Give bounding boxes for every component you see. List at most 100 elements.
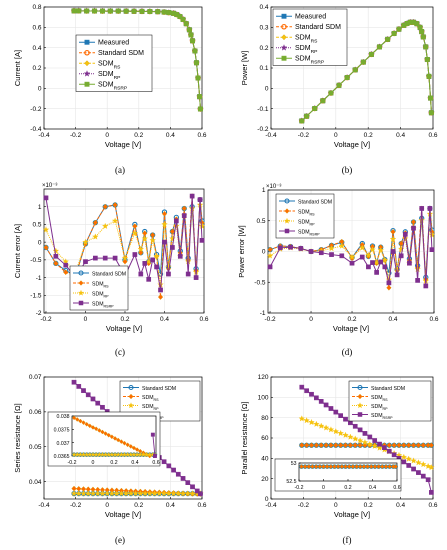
- chart-panel-2: -0.4 -0.2 0 0.2 0.4 0.6-0.2-0.100.10.20.30.4V…: [240, 4, 438, 175]
- legend-marker: [284, 208, 290, 214]
- y-tick-label: -0.1: [257, 106, 269, 113]
- legend-marker: [283, 217, 291, 224]
- data-point: [362, 431, 368, 436]
- inset-line: [152, 434, 156, 457]
- legend-label: SDMRSRP: [371, 413, 393, 420]
- data-point: [188, 205, 196, 212]
- series-4: [43, 193, 205, 293]
- data-point: [347, 433, 354, 440]
- y-tick-label: 0: [38, 86, 42, 93]
- data-point: [267, 246, 273, 253]
- data-point: [333, 442, 339, 449]
- data-point: [318, 399, 324, 404]
- data-point: [308, 249, 314, 254]
- y-tick-label: 53: [291, 461, 297, 467]
- x-tick-label: 0: [309, 316, 313, 323]
- data-point: [428, 95, 434, 101]
- data-point: [92, 8, 98, 14]
- data-point: [197, 94, 203, 100]
- x-tick-label: 0.2: [364, 502, 373, 509]
- x-tick-label: -0.4: [38, 132, 50, 139]
- data-point: [157, 294, 164, 300]
- inset-point: [116, 437, 121, 443]
- data-point: [304, 442, 310, 449]
- data-point: [71, 379, 77, 385]
- chart-panel-4: -0.2 0 0.2 0.4 0.6 -1 -0.5 0 0.5 1 Voltage [V] Powe…: [237, 184, 439, 357]
- data-point: [418, 216, 425, 223]
- y-multiplier: ×10⁻³: [266, 184, 281, 190]
- data-point: [415, 278, 420, 283]
- y-tick-label: 0.2: [32, 65, 41, 72]
- data-point: [288, 244, 293, 250]
- data-point: [93, 255, 98, 261]
- inset-point: [106, 432, 111, 438]
- data-point: [277, 245, 283, 251]
- legend-label: Standard SDM: [92, 271, 126, 277]
- data-point: [71, 8, 77, 14]
- series-3: [298, 415, 435, 471]
- y-tick-label: 0.05: [29, 444, 42, 451]
- x-tick-label: 0.4: [388, 316, 397, 323]
- x-tick-label: 0.2: [364, 132, 373, 139]
- y-axis-title: Parallel resistance [Ω]: [240, 401, 249, 474]
- x-tick-label: -0.4: [265, 132, 277, 139]
- x-axis-title: Voltage [V]: [333, 324, 369, 333]
- data-point: [309, 391, 314, 397]
- data-point: [385, 36, 391, 42]
- data-point: [401, 459, 407, 465]
- legend-label: SDMRS: [295, 35, 318, 45]
- y-tick-label: 0: [38, 239, 42, 246]
- data-point: [197, 197, 203, 202]
- y-tick-label: -1.5: [30, 292, 42, 299]
- data-point: [166, 271, 171, 277]
- y-tick-label: 120: [258, 374, 269, 381]
- data-point: [298, 246, 304, 251]
- data-point: [381, 256, 389, 263]
- data-point: [92, 219, 98, 226]
- legend-label: SDMRSRP: [295, 56, 324, 66]
- data-point: [378, 259, 384, 265]
- x-tick-label: 0: [105, 132, 109, 139]
- data-point: [420, 473, 426, 479]
- x-tick-label: -0.4: [38, 502, 50, 509]
- data-point: [415, 459, 422, 466]
- data-point: [131, 229, 139, 236]
- data-point: [371, 442, 378, 449]
- x-tick-label: 0.2: [348, 316, 357, 323]
- data-point: [161, 9, 167, 15]
- data-point: [298, 415, 305, 422]
- y-tick-label: 0.5: [32, 222, 41, 229]
- legend-label: SDMRSRP: [298, 229, 320, 236]
- y-tick-label: -1: [260, 310, 266, 317]
- y-tick-label: 0.037: [57, 441, 70, 447]
- inset-point: [383, 464, 389, 469]
- inset-point: [328, 464, 333, 469]
- data-point: [423, 44, 429, 50]
- data-point: [410, 219, 417, 225]
- legend-marker: [127, 402, 135, 409]
- data-point: [377, 441, 382, 447]
- x-tick-label: -0.2: [40, 316, 52, 323]
- x-tick-label: 0: [334, 502, 338, 509]
- legend-marker: [84, 49, 90, 56]
- x-tick-label: 0.2: [110, 460, 117, 466]
- data-point: [402, 235, 409, 242]
- chart-panel-6: -0.4 -0.2 0 0.2 0.4 0.6 0 20 40 60 80 100 120 Voltage…: [240, 374, 438, 545]
- data-point: [82, 241, 89, 247]
- data-point: [429, 490, 434, 495]
- data-point: [161, 459, 167, 465]
- data-point: [190, 484, 195, 490]
- data-point: [173, 222, 180, 229]
- legend-marker: [284, 228, 290, 234]
- data-point: [157, 271, 164, 277]
- y-tick-label: 0.06: [29, 409, 42, 416]
- data-point: [314, 395, 319, 401]
- data-point: [405, 455, 412, 462]
- data-point: [414, 21, 420, 27]
- inset-point: [376, 464, 381, 469]
- data-point: [414, 265, 421, 273]
- y-tick-label: 0.3: [259, 25, 268, 32]
- x-tick-label: -0.2: [68, 460, 77, 466]
- inset-plot: -0.2 0 0.2 0.4 0.6 52.5 53: [274, 458, 402, 492]
- data-point: [92, 233, 99, 240]
